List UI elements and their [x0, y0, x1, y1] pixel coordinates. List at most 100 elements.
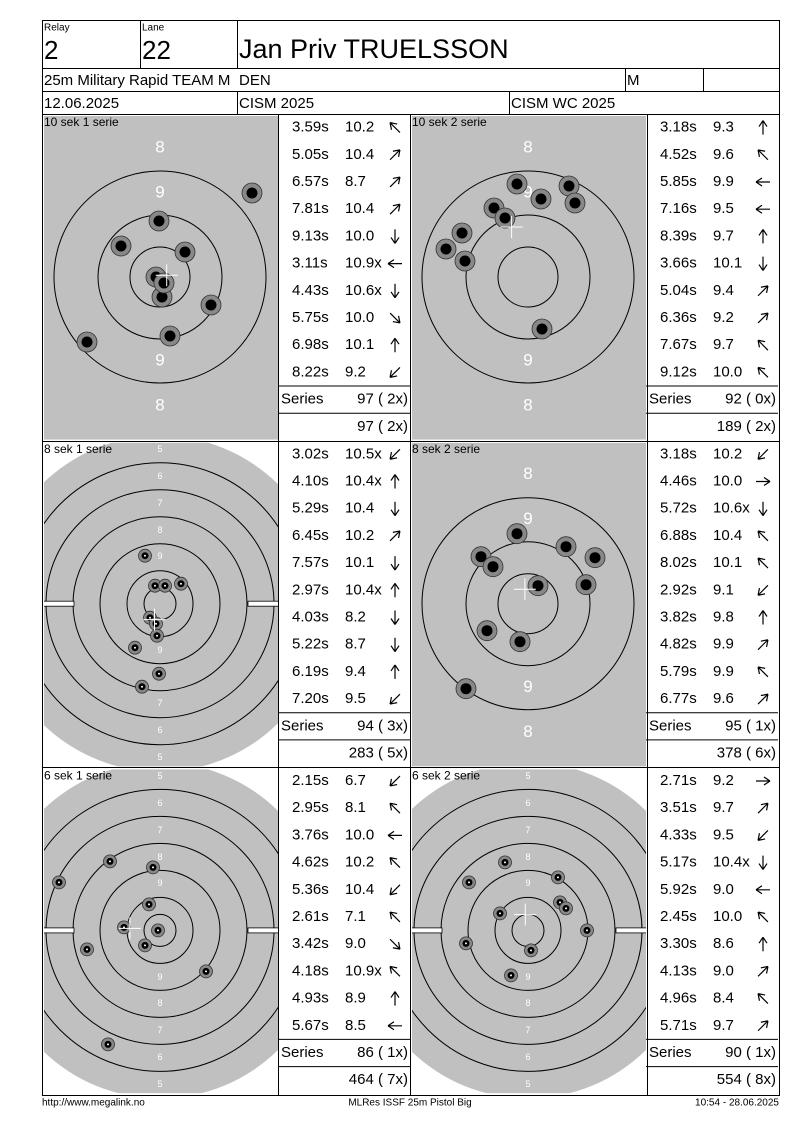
- ring-label: 8: [525, 852, 530, 862]
- ring-label: 8: [157, 998, 162, 1008]
- shot-hole-core: [158, 277, 170, 289]
- shot-score: 10.2: [345, 527, 374, 544]
- direction-arrow: [390, 337, 400, 353]
- shot-hole-dot: [586, 929, 588, 932]
- ring-label: 9: [157, 878, 162, 888]
- shot-hole-core: [514, 636, 526, 648]
- shot-score: 10.9x: [345, 255, 382, 272]
- ring-label: 8: [523, 137, 532, 156]
- shot-hole-dot: [158, 672, 160, 675]
- shot-hole-dot: [149, 616, 151, 619]
- shot-score: 9.2: [713, 309, 734, 326]
- shot-time: 8.02s: [660, 554, 697, 571]
- running-total: 189 ( 2x): [717, 418, 776, 435]
- shot-score: 9.9: [713, 173, 734, 190]
- ring-label: 7: [157, 698, 162, 708]
- shot-time: 3.42s: [292, 935, 329, 952]
- shot-hole-dot: [109, 860, 111, 863]
- shot-score: 10.9x: [345, 962, 382, 979]
- ring-label: 6: [525, 1052, 530, 1062]
- side-bar: [44, 600, 75, 607]
- ring-label: 5: [157, 752, 162, 762]
- direction-arrow: [757, 339, 769, 351]
- shot-score: 9.2: [713, 772, 734, 789]
- shot-score: 10.0: [345, 309, 374, 326]
- shot-score: 8.9: [345, 990, 366, 1007]
- shot-hole-core: [81, 336, 93, 348]
- series-label: Series: [649, 391, 692, 408]
- lane-label: Lane: [142, 23, 165, 34]
- shot-score: 10.6x: [713, 500, 750, 517]
- running-total: 378 ( 6x): [717, 744, 776, 761]
- running-total: 464 ( 7x): [349, 1071, 408, 1088]
- ring-label: 5: [525, 771, 530, 781]
- shot-hole-core: [115, 240, 127, 252]
- series-score: 90 ( 1x): [725, 1044, 776, 1061]
- direction-arrow: [757, 312, 769, 324]
- shot-time: 6.88s: [660, 527, 697, 544]
- direction-arrow: [757, 448, 769, 460]
- ring-label: 6: [525, 798, 530, 808]
- shot-time: 4.18s: [292, 962, 329, 979]
- shot-score: 9.4: [713, 282, 734, 299]
- shot-time: 5.85s: [660, 173, 697, 190]
- shot-hole-core: [499, 212, 511, 224]
- panel-title: 8 sek 1 serie: [44, 442, 112, 456]
- target: 8 9 9 8: [44, 116, 278, 440]
- shot-hole-dot: [152, 866, 154, 869]
- direction-arrow: [757, 366, 769, 378]
- shot-hole-dot: [154, 584, 156, 587]
- ring-label: 9: [157, 645, 162, 655]
- shot-hole-core: [511, 528, 523, 540]
- direction-arrow: [387, 1021, 402, 1031]
- direction-arrow: [757, 802, 769, 814]
- series-score: 86 ( 1x): [357, 1044, 408, 1061]
- side-bar: [412, 927, 443, 934]
- shot-hole-dot: [157, 929, 159, 932]
- shot-hole-dot: [144, 554, 146, 557]
- shot-hole-dot: [565, 907, 567, 910]
- direction-arrow: [390, 637, 400, 653]
- direction-arrow: [389, 203, 401, 215]
- footer-timestamp: 10:54 - 28.06.2025: [695, 1098, 779, 1109]
- direction-arrow: [758, 936, 768, 952]
- shot-score: 9.5: [345, 690, 366, 707]
- shot-score: 10.0: [713, 908, 742, 925]
- shot-time: 3.18s: [660, 445, 697, 462]
- mean-cross: [513, 578, 536, 601]
- direction-arrow: [389, 448, 401, 460]
- shot-score: 9.4: [345, 663, 366, 680]
- direction-arrow: [757, 285, 769, 297]
- direction-arrow: [390, 582, 400, 598]
- shot-time: 7.67s: [660, 336, 697, 353]
- shot-hole-core: [475, 551, 487, 563]
- ring: [99, 543, 221, 665]
- shot-score: 10.0: [713, 363, 742, 380]
- shot-hole-dot: [465, 942, 467, 945]
- panel-title: 10 sek 1 serie: [44, 115, 119, 129]
- relay-label: Relay: [44, 23, 70, 34]
- ring-label: 5: [157, 771, 162, 781]
- shot-score: 9.5: [713, 200, 734, 217]
- shot-score: 10.1: [345, 554, 374, 571]
- ring: [44, 462, 278, 746]
- shot-score: 9.1: [713, 581, 734, 598]
- shot-hole-core: [156, 291, 168, 303]
- shot-score: 7.1: [345, 908, 366, 925]
- ring-label: 8: [523, 464, 532, 483]
- direction-arrow: [389, 367, 401, 378]
- shot-hole-dot: [504, 861, 506, 864]
- shot-time: 7.81s: [292, 200, 329, 217]
- series-panel: 5 6 7 8 9 9 8 7 6 5 6 sek 1 serie 2.15s 6.7 2.95s 8.1 3…: [44, 769, 410, 1094]
- ring-label: 6: [157, 1052, 162, 1062]
- shot-time: 5.29s: [292, 500, 329, 517]
- running-total: 97 ( 2x): [357, 418, 408, 435]
- shot-time: 3.76s: [292, 826, 329, 843]
- shot-time: 4.33s: [660, 826, 697, 843]
- shot-time: 2.45s: [660, 908, 697, 925]
- shot-time: 4.13s: [660, 962, 697, 979]
- shot-time: 7.57s: [292, 554, 329, 571]
- ring: [465, 214, 591, 340]
